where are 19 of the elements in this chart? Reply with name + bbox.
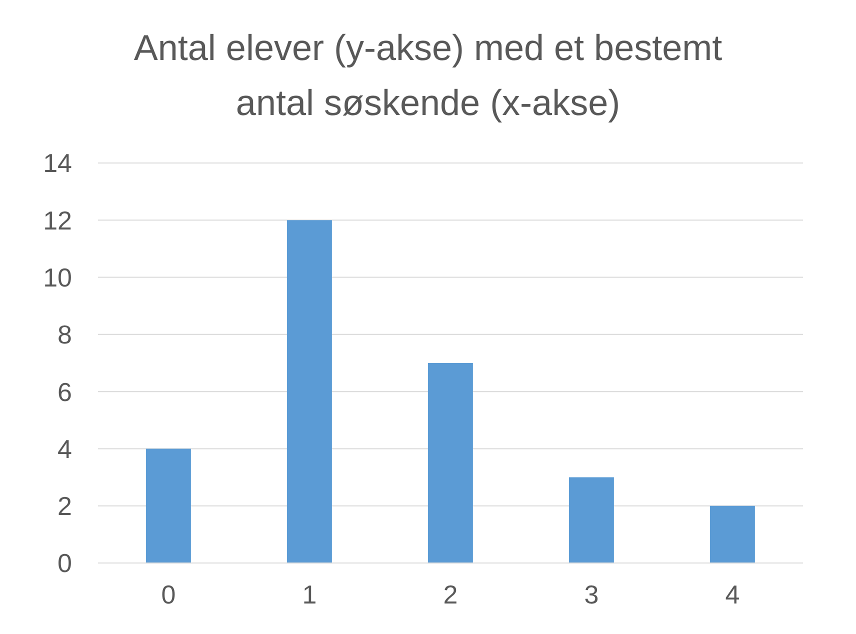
x-tick-label: 2 (443, 579, 458, 610)
y-tick-label: 0 (58, 548, 72, 578)
y-tick-label: 10 (43, 262, 72, 293)
bar (286, 220, 332, 563)
y-tick-label: 12 (43, 205, 72, 236)
y-tick-label: 14 (43, 148, 72, 178)
y-tick-label: 8 (58, 320, 72, 350)
x-tick-label: 1 (302, 579, 317, 610)
y-tick-label: 4 (58, 434, 72, 464)
y-tick-label: 2 (58, 491, 72, 522)
y-tick-label: 6 (58, 376, 72, 407)
x-tick-label: 0 (161, 579, 176, 610)
bar (146, 448, 191, 563)
bar (428, 363, 473, 563)
chart-title: Antal elever (y-akse) med et bestemt antal søskende (x-akse) (132, 26, 724, 125)
x-tick-label: 4 (725, 579, 740, 610)
bar (568, 477, 614, 563)
x-tick-label: 3 (584, 579, 599, 610)
bar (710, 506, 755, 563)
